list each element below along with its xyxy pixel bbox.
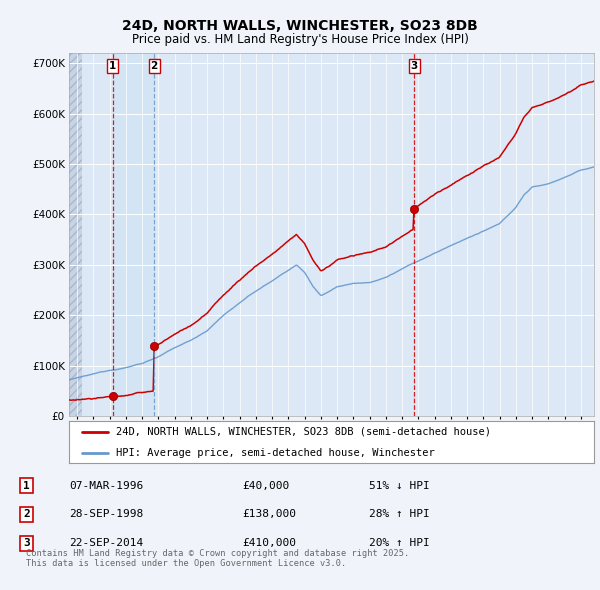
Text: 2: 2	[23, 510, 30, 519]
Text: £40,000: £40,000	[242, 481, 290, 490]
Text: £138,000: £138,000	[242, 510, 296, 519]
Text: Contains HM Land Registry data © Crown copyright and database right 2025.
This d: Contains HM Land Registry data © Crown c…	[26, 549, 410, 568]
Text: HPI: Average price, semi-detached house, Winchester: HPI: Average price, semi-detached house,…	[116, 448, 435, 457]
Text: 51% ↓ HPI: 51% ↓ HPI	[369, 481, 430, 490]
Text: 07-MAR-1996: 07-MAR-1996	[70, 481, 144, 490]
Text: 3: 3	[23, 539, 30, 548]
Text: 2: 2	[151, 61, 158, 71]
Text: 28-SEP-1998: 28-SEP-1998	[70, 510, 144, 519]
Text: 24D, NORTH WALLS, WINCHESTER, SO23 8DB: 24D, NORTH WALLS, WINCHESTER, SO23 8DB	[122, 19, 478, 33]
Text: 24D, NORTH WALLS, WINCHESTER, SO23 8DB (semi-detached house): 24D, NORTH WALLS, WINCHESTER, SO23 8DB (…	[116, 427, 491, 437]
Bar	[113, 53, 154, 416]
Bar	[69, 53, 82, 416]
Text: 1: 1	[109, 61, 116, 71]
Text: £410,000: £410,000	[242, 539, 296, 548]
Text: 22-SEP-2014: 22-SEP-2014	[70, 539, 144, 548]
Text: Price paid vs. HM Land Registry's House Price Index (HPI): Price paid vs. HM Land Registry's House …	[131, 33, 469, 46]
Text: 28% ↑ HPI: 28% ↑ HPI	[369, 510, 430, 519]
Text: 3: 3	[410, 61, 418, 71]
Text: 20% ↑ HPI: 20% ↑ HPI	[369, 539, 430, 548]
Text: 1: 1	[23, 481, 30, 490]
